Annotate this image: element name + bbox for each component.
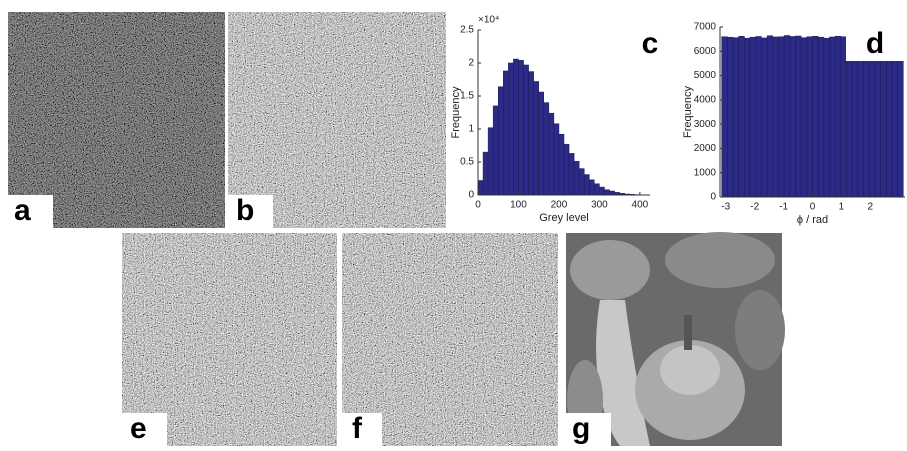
bar — [584, 175, 589, 195]
y-tick-label: 3000 — [694, 119, 717, 130]
bar — [529, 72, 534, 195]
y-tick-label: 5000 — [694, 70, 717, 81]
bar — [778, 37, 784, 197]
bar — [478, 180, 483, 195]
bar — [549, 113, 554, 195]
bar — [534, 81, 539, 195]
bar — [569, 153, 574, 195]
bar — [589, 180, 594, 195]
y-tick-label: 0 — [468, 190, 474, 201]
bar — [604, 190, 609, 195]
y-tick-label: 2 — [468, 58, 474, 69]
bar — [818, 37, 824, 197]
histogram: 0 0.5 1 1.5 2 2.5 0 100 200 300 400 Grey level Frequ… — [450, 15, 672, 224]
bar — [773, 37, 779, 197]
y-tick-label: 1 — [468, 124, 474, 135]
bar — [801, 38, 807, 197]
panel-label: a — [14, 194, 31, 227]
y-tick-label: 1000 — [694, 167, 717, 178]
bar — [892, 37, 898, 197]
x-tick-label: 200 — [551, 200, 568, 211]
bar — [554, 124, 559, 195]
bar — [795, 36, 801, 197]
y-tick-label: 4000 — [694, 94, 717, 105]
bar — [835, 36, 841, 197]
panel-label: d — [866, 27, 884, 60]
bar — [830, 37, 836, 197]
panel-label: b — [236, 194, 254, 227]
y-tick-label: 2.5 — [460, 25, 474, 36]
bar — [841, 37, 847, 197]
x-tick-label: 100 — [510, 200, 527, 211]
x-tick-label: 300 — [591, 200, 608, 211]
bar — [761, 38, 767, 197]
bar — [493, 106, 498, 195]
panel-label: g — [572, 412, 590, 445]
bar — [767, 36, 773, 197]
bar — [518, 60, 523, 195]
x-tick-label: -1 — [779, 202, 788, 213]
bar — [524, 65, 529, 195]
bar — [498, 87, 503, 195]
bar — [813, 36, 819, 197]
bar — [784, 36, 790, 198]
bar — [544, 103, 549, 195]
bar — [503, 71, 508, 195]
bar — [790, 36, 796, 197]
bar — [564, 144, 569, 195]
bar — [733, 38, 739, 197]
bar — [508, 63, 513, 195]
x-tick-label: 1 — [839, 202, 845, 213]
bar — [488, 128, 493, 195]
bar — [579, 169, 584, 195]
y-axis-label: Frequency — [682, 86, 694, 138]
y-axis-label: Frequency — [450, 86, 462, 138]
bar — [807, 37, 813, 197]
bar — [756, 36, 762, 197]
bar — [727, 37, 733, 197]
y-tick-label: 6000 — [694, 46, 717, 57]
bar — [513, 59, 518, 195]
x-tick-label: 0 — [475, 200, 481, 211]
y-tick-label: 0 — [710, 192, 716, 203]
panel-label: c — [642, 27, 659, 60]
x-tick-label: 0 — [810, 202, 816, 213]
bar — [594, 184, 599, 195]
bar — [574, 161, 579, 195]
bar — [864, 38, 870, 197]
y-tick-label: 1.5 — [460, 91, 474, 102]
x-tick-label: -2 — [750, 202, 759, 213]
x-axis-label: Grey level — [539, 212, 589, 224]
y-tick-label: 2000 — [694, 143, 717, 154]
bar — [739, 36, 745, 197]
histogram: 0 1000 2000 3000 4000 5000 6000 7000 -3 -2 -1 0 1 2 ϕ … — [682, 22, 905, 226]
x-tick-label: 400 — [632, 200, 649, 211]
bar — [559, 134, 564, 195]
panel-label: e — [130, 412, 147, 445]
x-tick-label: 2 — [868, 202, 874, 213]
label-box — [342, 413, 382, 446]
x-axis-label: ϕ / rad — [797, 214, 828, 226]
panel-label: f — [352, 412, 363, 445]
bar — [852, 38, 858, 197]
bar — [539, 92, 544, 195]
y-tick-label: 0.5 — [460, 157, 474, 168]
bar — [875, 37, 881, 197]
bar — [610, 191, 615, 195]
bar — [744, 38, 750, 197]
bar — [483, 152, 488, 195]
bar — [824, 38, 830, 197]
bar — [750, 37, 756, 197]
x-tick-label: -3 — [721, 202, 730, 213]
bar — [599, 187, 604, 195]
y-multiplier: ×10⁴ — [478, 15, 499, 26]
y-tick-label: 7000 — [694, 22, 717, 33]
